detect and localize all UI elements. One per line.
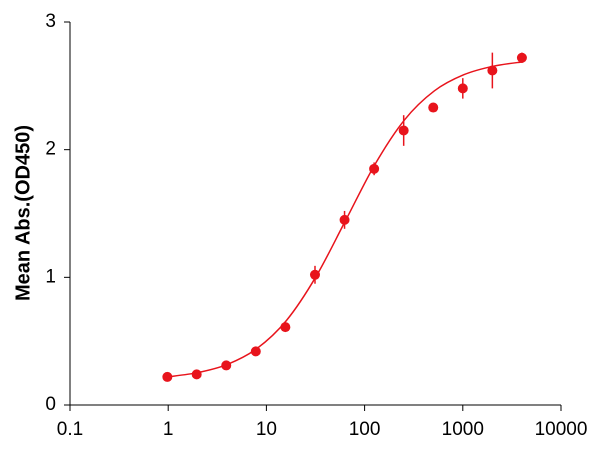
x-tick-label: 1000: [442, 419, 484, 440]
data-point: [516, 52, 527, 63]
data-point: [280, 322, 291, 333]
y-tick-label: 3: [45, 11, 56, 32]
y-tick-label: 0: [45, 394, 56, 415]
data-point: [369, 163, 380, 174]
data-point: [309, 269, 320, 280]
data-point: [191, 369, 202, 380]
data-point: [162, 371, 173, 382]
x-tick-label: 10000: [535, 419, 588, 440]
y-tick-label: 2: [45, 139, 56, 160]
y-axis-label: Mean Abs.(OD450): [12, 125, 34, 301]
data-point: [398, 125, 409, 136]
y-tick-label: 1: [45, 266, 56, 287]
data-point: [339, 214, 350, 225]
x-tick-label: 0.1: [57, 419, 83, 440]
data-point: [457, 83, 468, 94]
x-tick-label: 10: [256, 419, 277, 440]
x-tick-label: 100: [349, 419, 381, 440]
data-point: [487, 65, 498, 76]
data-point: [250, 346, 261, 357]
x-tick-label: 1: [163, 419, 174, 440]
data-point: [221, 360, 232, 371]
data-point: [428, 102, 439, 113]
